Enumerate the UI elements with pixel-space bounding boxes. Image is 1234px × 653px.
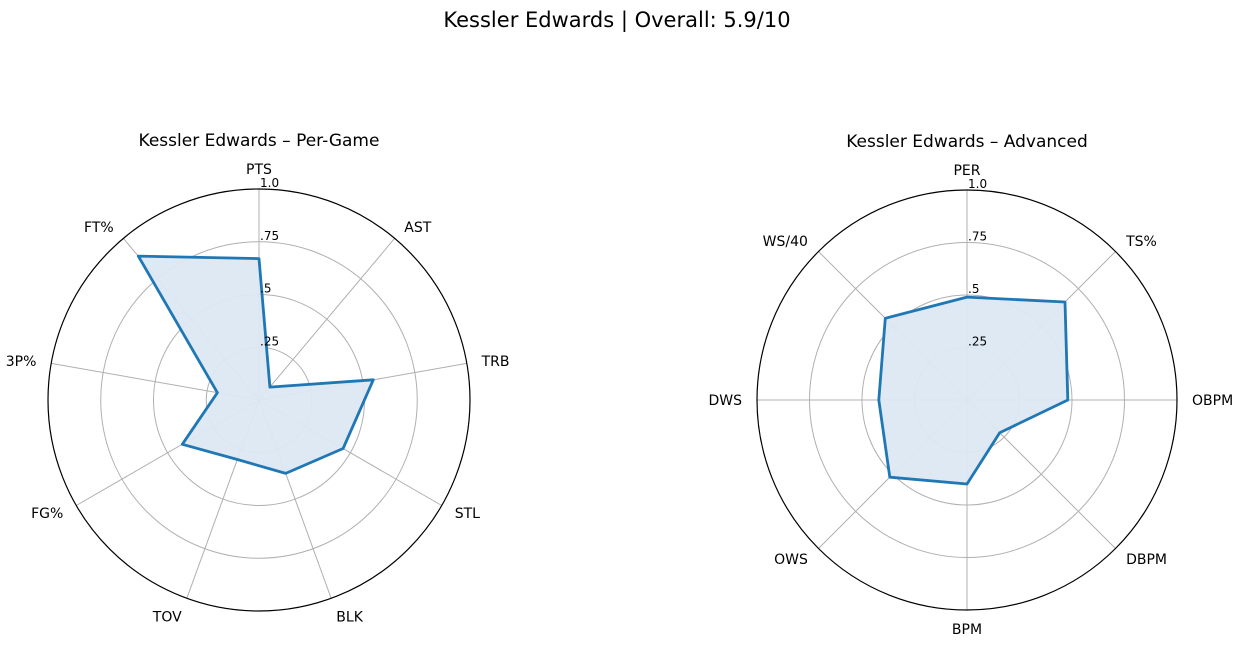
category-label-DBPM: DBPM	[1126, 552, 1167, 568]
category-label-PER: PER	[953, 163, 980, 179]
r-tick-label: .25	[968, 335, 987, 349]
category-label-TRB: TRB	[481, 354, 510, 370]
category-label-TS%: TS%	[1125, 234, 1157, 250]
series-area	[878, 297, 1068, 484]
series-area	[138, 256, 374, 474]
outer-frame	[756, 189, 1178, 611]
category-label-OBPM: OBPM	[1192, 393, 1233, 409]
r-tick-label: .5	[260, 282, 271, 296]
subplot-title: Kessler Edwards – Advanced	[846, 132, 1088, 152]
category-label-DWS: DWS	[708, 393, 742, 409]
r-tick-label: 1.0	[260, 176, 279, 190]
category-label-OWS: OWS	[774, 552, 808, 568]
category-label-FT%: FT%	[84, 220, 114, 236]
category-label-STL: STL	[455, 506, 480, 522]
r-tick-label: .75	[260, 229, 279, 243]
category-label-AST: AST	[404, 220, 431, 236]
category-label-3P%: 3P%	[6, 354, 37, 370]
spoke-line	[258, 238, 396, 401]
r-tick-label: .25	[260, 334, 279, 348]
r-tick-label: .5	[968, 282, 979, 296]
category-label-FG%: FG%	[31, 506, 63, 522]
figure-title: Kessler Edwards | Overall: 5.9/10	[443, 8, 791, 32]
outer-frame	[47, 188, 471, 612]
r-tick-label: .75	[968, 230, 987, 244]
category-label-WS/40: WS/40	[763, 234, 808, 250]
series-line	[136, 254, 375, 475]
subplot-title: Kessler Edwards – Per-Game	[139, 131, 380, 151]
category-label-BPM: BPM	[952, 622, 982, 638]
category-label-TOV: TOV	[152, 609, 182, 625]
r-tick-label: 1.0	[968, 177, 987, 191]
category-label-PTS: PTS	[246, 162, 272, 178]
category-label-BLK: BLK	[336, 609, 363, 625]
